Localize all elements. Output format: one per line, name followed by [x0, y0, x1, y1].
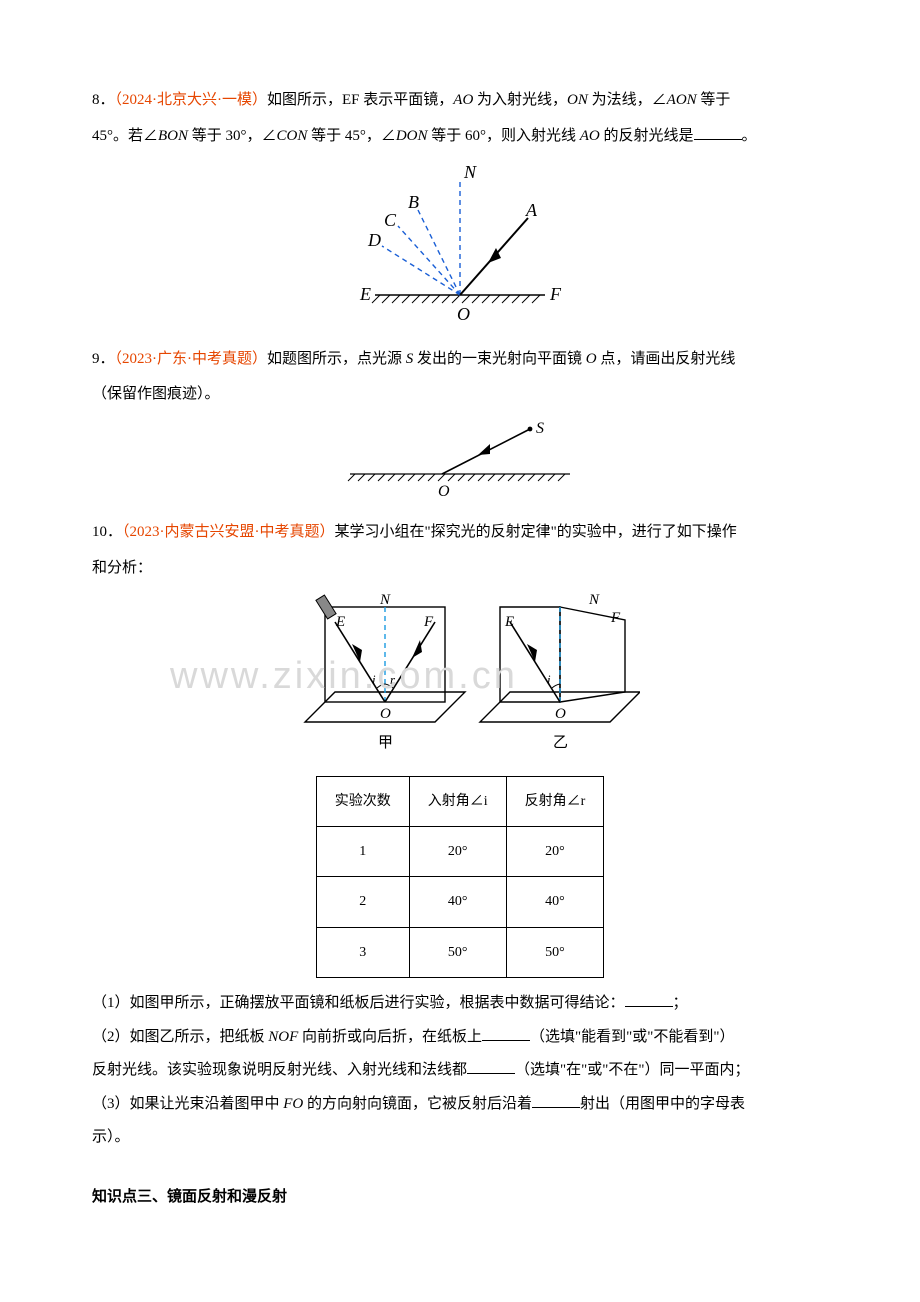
q8-label-F: F — [549, 284, 562, 304]
q10-fo: FO — [283, 1096, 303, 1112]
q10-p2c: （选填"能看到"或"不能看到"） — [530, 1029, 735, 1045]
q10-source: （2023·内蒙古兴安盟·中考真题） — [122, 524, 335, 540]
q10a-i: i — [372, 672, 376, 687]
q8-l2f: 。 — [742, 128, 757, 144]
q10a-O: O — [380, 706, 391, 722]
q9-t1: 如题图所示，点光源 — [267, 351, 406, 367]
q10-part3b: 示）。 — [92, 1122, 828, 1154]
q10a-E: E — [335, 614, 345, 630]
table-row: 240°40° — [316, 877, 604, 927]
question-10: 10．（2023·内蒙古兴安盟·中考真题）某学习小组在"探究光的反射定律"的实验… — [92, 517, 828, 549]
table-row: 120°20° — [316, 826, 604, 876]
q8-num: 8． — [92, 92, 115, 108]
q10b-i: i — [547, 672, 551, 687]
q10-blank-1 — [625, 992, 673, 1007]
q8-aon: AON — [667, 92, 697, 108]
q8-don: DON — [396, 128, 428, 144]
q8-label-N: N — [463, 162, 477, 182]
section-3-title: 知识点三、镜面反射和漫反射 — [92, 1182, 828, 1214]
q8-on: ON — [567, 92, 588, 108]
q10-data-table: 实验次数 入射角∠i 反射角∠r 120°20° 240°40° 350°50° — [316, 776, 605, 979]
q9-source: （2023·广东·中考真题） — [115, 351, 268, 367]
q10-svg: N E F O i r 甲 — [280, 592, 640, 757]
q10a-N: N — [379, 592, 391, 608]
q8-l2b: 等于 30°，∠ — [188, 128, 277, 144]
q9-t2: 发出的一束光射向平面镜 — [413, 351, 586, 367]
q10-num: 10． — [92, 524, 122, 540]
q10-nof: NOF — [268, 1029, 298, 1045]
q9-svg: O S — [330, 419, 590, 499]
q10-p1b: ； — [673, 995, 688, 1011]
table-row: 350°50° — [316, 927, 604, 977]
q10-t1: 某学习小组在"探究光的反射定律"的实验中，进行了如下操作 — [335, 524, 737, 540]
q8-ao: AO — [453, 92, 473, 108]
q10-p3a: （3）如果让光束沿着图甲中 — [92, 1096, 283, 1112]
q10-p3d: 示）。 — [92, 1129, 130, 1145]
q10b-F: F — [610, 610, 621, 626]
q10-blank-4 — [532, 1093, 580, 1108]
th-trial: 实验次数 — [316, 776, 409, 826]
q8-l2c: 等于 45°，∠ — [307, 128, 396, 144]
q8-l2e: 的反射光线是 — [600, 128, 694, 144]
q8-svg: O E F N B C D A — [320, 160, 600, 325]
question-8: 8．（2024·北京大兴·一模）如图所示，EF 表示平面镜，AO 为入射光线，O… — [92, 85, 828, 117]
q10b-N: N — [588, 592, 600, 608]
th-incident: 入射角∠i — [409, 776, 506, 826]
q10-part2: （2）如图乙所示，把纸板 NOF 向前折或向后折，在纸板上 （选填"能看到"或"不… — [92, 1022, 828, 1054]
question-8-line2: 45°。若∠BON 等于 30°，∠CON 等于 45°，∠DON 等于 60°… — [92, 121, 828, 153]
q9-num: 9． — [92, 351, 115, 367]
q9-t3: 点，请画出反射光线 — [597, 351, 736, 367]
q8-t1: 如图所示，EF 表示平面镜， — [267, 92, 453, 108]
q8-l2a: 45°。若∠ — [92, 128, 158, 144]
q10-cap-a: 甲 — [378, 735, 393, 751]
q10-p2d: 反射光线。该实验现象说明反射光线、入射光线和法线都 — [92, 1062, 467, 1078]
q8-label-B: B — [408, 192, 419, 212]
q9-figure: O S — [92, 419, 828, 512]
q10-part2b: 反射光线。该实验现象说明反射光线、入射光线和法线都 （选填"在"或"不在"）同一平… — [92, 1055, 828, 1087]
q10-blank-3 — [467, 1059, 515, 1074]
q8-con: CON — [277, 128, 308, 144]
q8-label-D: D — [367, 230, 381, 250]
q9-l2: （保留作图痕迹）。 — [92, 386, 220, 402]
q8-t4: 等于 — [697, 92, 731, 108]
q8-label-E: E — [359, 284, 371, 304]
q8-source: （2024·北京大兴·一模） — [115, 92, 268, 108]
q8-t3: 为法线，∠ — [588, 92, 667, 108]
q8-l2d: 等于 60°，则入射光线 — [428, 128, 580, 144]
q10b-O: O — [555, 706, 566, 722]
q10-p1a: （1）如图甲所示，正确摆放平面镜和纸板后进行实验，根据表中数据可得结论： — [92, 995, 625, 1011]
question-9: 9．（2023·广东·中考真题）如题图所示，点光源 S 发出的一束光射向平面镜 … — [92, 344, 828, 376]
q10b-E: E — [504, 614, 514, 630]
q8-label-O: O — [457, 304, 470, 324]
question-10-line2: 和分析： — [92, 553, 828, 585]
q8-figure: O E F N B C D A — [92, 160, 828, 338]
q10-p3c: 射出（用图甲中的字母表 — [580, 1096, 745, 1112]
q10-part1: （1）如图甲所示，正确摆放平面镜和纸板后进行实验，根据表中数据可得结论： ； — [92, 988, 828, 1020]
q10-p2e: （选填"在"或"不在"）同一平面内； — [515, 1062, 750, 1078]
q8-label-A: A — [525, 200, 538, 220]
q10-p2b: 向前折或向后折，在纸板上 — [298, 1029, 482, 1045]
q10-p2a: （2）如图乙所示，把纸板 — [92, 1029, 268, 1045]
th-reflect: 反射角∠r — [506, 776, 604, 826]
q8-bon: BON — [158, 128, 188, 144]
q8-label-C: C — [384, 210, 397, 230]
q8-t2: 为入射光线， — [473, 92, 567, 108]
q10-cap-b: 乙 — [553, 735, 568, 751]
q10-p3b: 的方向射向镜面，它被反射后沿着 — [303, 1096, 532, 1112]
q10-l2: 和分析： — [92, 560, 152, 576]
q10-blank-2 — [482, 1026, 530, 1041]
q10-part3: （3）如果让光束沿着图甲中 FO 的方向射向镜面，它被反射后沿着 射出（用图甲中的… — [92, 1089, 828, 1121]
q8-ao2: AO — [580, 128, 600, 144]
question-9-line2: （保留作图痕迹）。 — [92, 379, 828, 411]
q9-label-S: S — [536, 420, 544, 437]
q10a-F: F — [423, 614, 434, 630]
q9-label-O: O — [438, 483, 450, 499]
table-header-row: 实验次数 入射角∠i 反射角∠r — [316, 776, 604, 826]
q9-o: O — [586, 351, 597, 367]
q10-figure: www.zixin.com.cn N E F — [92, 592, 828, 770]
q8-blank — [694, 125, 742, 140]
